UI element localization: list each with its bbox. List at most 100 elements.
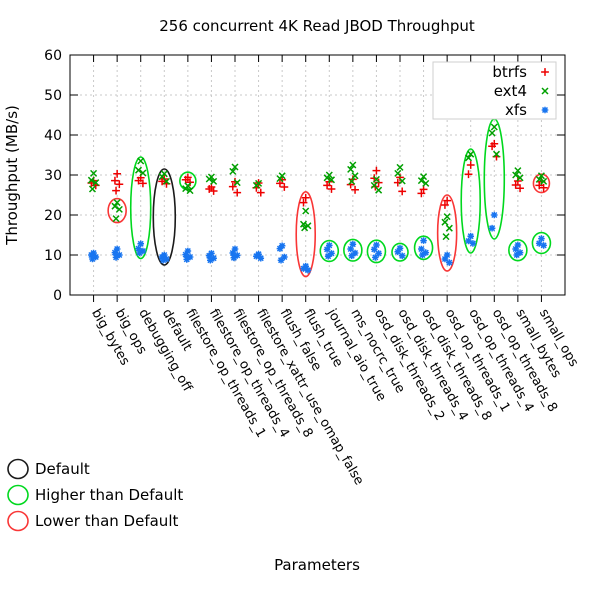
data-point-btrfs-journal_aio_true (323, 181, 331, 190)
data-point-ext4-osd_op_threads_8 (488, 129, 496, 137)
data-point-btrfs-osd_disk_threads_8 (419, 185, 428, 194)
data-point-xfs-flush_false (281, 253, 288, 261)
data-point-ext4-osd_op_threads_4 (467, 150, 475, 158)
annotation-legend-label-lower: Lower than Default (35, 512, 178, 530)
data-point-xfs-small_bytes (513, 251, 521, 259)
data-point-ext4-big_ops (115, 205, 123, 213)
data-point-xfs-big_bytes (88, 251, 95, 259)
annotation-ellipse-higher-journal_aio_true (319, 239, 340, 263)
data-point-btrfs-osd_op_threads_1 (443, 196, 452, 205)
data-point-btrfs-osd_op_threads_8 (488, 142, 496, 151)
data-point-xfs-filestore_op_threads_4 (207, 256, 214, 264)
data-point-ext4-big_bytes (87, 176, 95, 184)
y-axis-label: Throughput (MB/s) (3, 105, 21, 246)
annotation-legend-circle-lower-icon (7, 510, 29, 532)
annotation-legend: Default Higher than Default Lower than Def… (7, 458, 183, 532)
data-point-xfs-filestore_xattr_use_omap_false (257, 254, 265, 262)
data-point-btrfs-debugging_off (134, 176, 143, 185)
data-point-xfs-osd_disk_threads_2 (373, 241, 380, 249)
data-point-xfs-filestore_op_threads_4 (205, 252, 213, 260)
data-point-btrfs-osd_disk_threads_2 (372, 166, 381, 175)
data-point-ext4-small_bytes (512, 171, 520, 179)
y-tick-label-50: 50 (44, 88, 62, 104)
data-point-btrfs-small_bytes (511, 181, 520, 189)
data-point-ext4-big_ops (111, 202, 119, 210)
data-point-xfs-big_bytes (89, 255, 96, 263)
data-point-ext4-ms_nocrc_true (349, 161, 357, 169)
data-point-xfs-osd_op_threads_8 (488, 224, 496, 232)
data-point-ext4-debugging_off (137, 157, 145, 165)
data-point-ext4-osd_disk_threads_4 (396, 163, 404, 171)
data-point-xfs-filestore_op_threads_8 (230, 254, 238, 262)
annotation-ellipse-higher-small_ops (531, 231, 552, 255)
data-point-xfs-osd_disk_threads_2 (370, 246, 378, 253)
data-point-btrfs-osd_op_threads_4 (466, 161, 475, 169)
data-point-xfs-journal_aio_true (324, 252, 332, 260)
data-point-ext4-big_bytes (92, 179, 100, 187)
data-point-ext4-flush_true (304, 222, 312, 230)
data-point-ext4-osd_op_threads_1 (445, 224, 453, 232)
data-point-xfs-big_ops (116, 251, 123, 259)
legend-marker-plus-icon (541, 68, 549, 76)
data-point-ext4-osd_op_threads_1 (442, 233, 450, 241)
data-point-ext4-osd_op_threads_8 (492, 150, 501, 158)
annotation-ellipse-lower-small_ops (532, 173, 551, 194)
data-point-btrfs-debugging_off (139, 179, 147, 188)
data-point-btrfs-small_ops (539, 183, 548, 192)
y-tick-label-20: 20 (44, 208, 62, 224)
data-point-xfs-filestore_xattr_use_omap_false (253, 252, 260, 260)
data-point-xfs-big_ops (112, 254, 120, 261)
data-point-ext4-osd_disk_threads_8 (417, 177, 425, 185)
annotation-ellipse-higher-osd_op_threads_4 (460, 148, 482, 254)
data-point-xfs-filestore_op_threads_1 (182, 251, 189, 258)
annotation-ellipse-higher-small_bytes (508, 239, 528, 262)
data-point-xfs-debugging_off (137, 240, 145, 248)
data-point-xfs-ms_nocrc_true (349, 240, 357, 248)
data-point-xfs-small_ops (540, 242, 547, 249)
annotation-ellipse-higher-debugging_off (129, 156, 152, 260)
annotation-legend-circle-higher-icon (7, 484, 29, 506)
data-points-layer (87, 123, 548, 274)
data-point-xfs-journal_aio_true (325, 242, 333, 249)
data-point-ext4-osd_op_threads_4 (464, 154, 473, 162)
data-point-btrfs-flush_true (299, 198, 308, 207)
data-point-ext4-small_ops (535, 175, 543, 183)
data-point-ext4-journal_aio_true (327, 176, 336, 184)
data-point-btrfs-small_ops (535, 181, 544, 190)
data-point-ext4-journal_aio_true (323, 174, 331, 182)
data-point-xfs-osd_disk_threads_8 (418, 245, 425, 253)
data-point-btrfs-filestore_op_threads_4 (205, 185, 214, 193)
data-point-btrfs-ms_nocrc_true (351, 185, 359, 194)
annotation-ellipse-lower-flush_true (295, 190, 317, 278)
data-point-ext4-osd_disk_threads_2 (375, 186, 383, 194)
data-point-xfs-journal_aio_true (328, 250, 335, 257)
data-point-ext4-big_bytes (88, 185, 97, 193)
data-point-ext4-filestore_xattr_use_omap_false (252, 181, 260, 189)
data-point-btrfs-small_bytes (516, 184, 524, 193)
series-legend-box (432, 61, 557, 120)
data-point-xfs-filestore_op_threads_8 (233, 252, 241, 259)
data-point-ext4-ms_nocrc_true (348, 177, 356, 185)
data-point-xfs-flush_true (304, 266, 312, 274)
data-point-xfs-flush_false (278, 242, 286, 250)
legend-marker-cross-icon (541, 87, 549, 95)
annotation-ellipse-higher-osd_disk_threads_4 (391, 242, 409, 262)
data-point-btrfs-default (158, 177, 166, 186)
data-point-xfs-big_ops (111, 249, 119, 256)
annotation-ellipse-lower-big_ops (107, 197, 127, 224)
annotation-ellipse-higher-osd_disk_threads_8 (413, 235, 434, 261)
data-point-ext4-ms_nocrc_true (351, 172, 359, 180)
annotation-ellipse-lower-osd_op_threads_1 (436, 194, 458, 272)
data-point-ext4-flush_true (301, 224, 309, 232)
legend-label-btrfs: btrfs (492, 63, 527, 81)
y-tick-label-60: 60 (44, 48, 62, 64)
annotation-legend-circle-default-icon (7, 458, 29, 480)
y-tick-label-40: 40 (44, 128, 62, 144)
data-point-btrfs-filestore_op_threads_1 (186, 178, 194, 187)
data-point-btrfs-flush_false (280, 183, 289, 191)
data-point-xfs-osd_disk_threads_8 (419, 251, 426, 259)
data-point-xfs-filestore_op_threads_4 (210, 254, 217, 262)
data-point-xfs-ms_nocrc_true (348, 252, 356, 260)
